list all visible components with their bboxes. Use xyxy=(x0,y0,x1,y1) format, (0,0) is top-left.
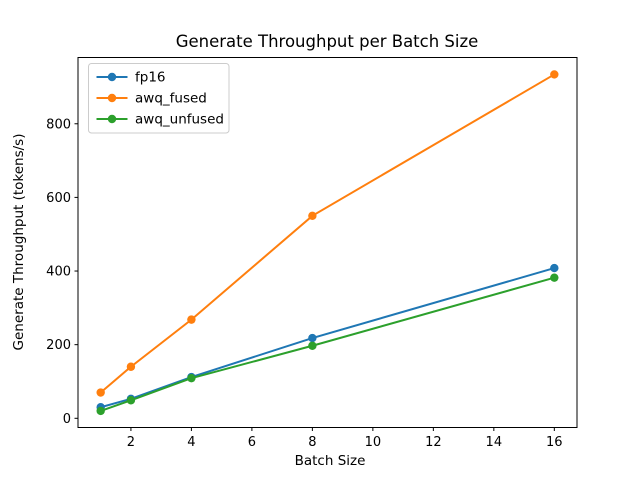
x-tick-label: 14 xyxy=(486,435,503,450)
legend-label-awq_fused: awq_fused xyxy=(135,91,207,107)
series-marker-awq_unfused xyxy=(308,341,317,350)
y-tick-label: 800 xyxy=(46,117,71,132)
legend-label-awq_unfused: awq_unfused xyxy=(135,112,224,128)
x-tick-label: 2 xyxy=(127,435,135,450)
legend: fp16 awq_fused awq_unfused xyxy=(88,63,230,134)
series-marker-awq_unfused xyxy=(187,373,196,383)
series-line-awq_unfused xyxy=(99,276,556,412)
y-tick-label: 200 xyxy=(46,338,71,353)
series-marker-awq_fused xyxy=(96,388,105,397)
series-marker-awq_unfused xyxy=(126,396,136,405)
chart-title: Generate Throughput per Batch Size xyxy=(176,32,479,51)
axes-frame xyxy=(77,57,578,428)
x-tick-label: 4 xyxy=(187,435,195,450)
series-marker-awq_fused xyxy=(126,362,136,371)
series-marker-fp16 xyxy=(308,333,317,343)
legend-box xyxy=(88,63,230,134)
y-axis-label: Generate Throughput (tokens/s) xyxy=(11,134,27,351)
series-marker-awq_fused xyxy=(550,70,559,79)
series-marker-awq_unfused xyxy=(550,273,559,282)
y-tick-label: 600 xyxy=(46,191,71,206)
legend-label-fp16: fp16 xyxy=(135,70,166,86)
series-marker-fp16 xyxy=(550,263,559,273)
x-tick-label: 8 xyxy=(308,435,316,450)
plot-area: 2 4 6 8 10 12 14 16 0 200 400 600 800 xyxy=(46,57,578,450)
legend-marker-fp16 xyxy=(107,72,117,82)
series-marker-awq_unfused xyxy=(96,406,105,416)
series-marker-awq_fused xyxy=(187,315,196,324)
x-tick-label: 10 xyxy=(365,435,382,450)
x-tick-label: 6 xyxy=(248,435,256,450)
series-marker-awq_fused xyxy=(308,211,317,221)
x-tick-label: 12 xyxy=(425,435,442,450)
y-tick-label: 0 xyxy=(63,412,71,427)
x-axis-label: Batch Size xyxy=(295,453,366,469)
y-tick-label: 400 xyxy=(46,265,71,280)
legend-marker-awq_fused xyxy=(107,93,117,103)
legend-marker-awq_unfused xyxy=(107,114,117,124)
x-tick-label: 16 xyxy=(546,435,563,450)
